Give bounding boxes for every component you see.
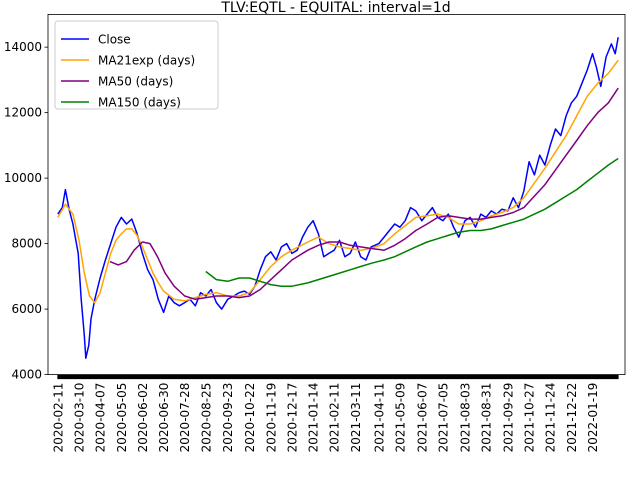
series-line-2	[109, 87, 619, 301]
series-line-0	[57, 37, 619, 359]
x-tick-label: 2020-06-30	[157, 383, 171, 453]
legend: Close MA21exp (days) MA50 (days) MA150 (day…	[54, 20, 219, 110]
y-axis: 4000 6000 8000 10000 12000 14000	[4, 40, 48, 382]
plot-lines	[57, 37, 619, 359]
y-tick-label: 4000	[11, 368, 42, 382]
x-tick-label: 2021-08-31	[480, 383, 494, 453]
x-tick-label: 2020-03-10	[73, 383, 87, 453]
x-tick-label: 2021-01-14	[307, 383, 321, 453]
x-tick-label: 2020-07-28	[178, 383, 192, 453]
x-tick-label: 2020-06-02	[136, 383, 150, 453]
legend-label-0: Close	[98, 33, 131, 47]
y-tick-label: 14000	[4, 40, 42, 54]
x-tick-label: 2022-01-19	[586, 383, 600, 453]
y-tick-label: 8000	[11, 237, 42, 251]
legend-label-3: MA150 (days)	[98, 96, 181, 110]
x-tick-label: 2021-08-03	[458, 383, 472, 453]
y-tick-label: 6000	[11, 302, 42, 316]
x-tick-label: 2021-06-07	[415, 383, 429, 453]
x-tick-label: 2020-08-25	[199, 383, 213, 453]
x-minor-ticks	[57, 374, 619, 380]
y-tick-label: 12000	[4, 106, 42, 120]
y-tick-label: 10000	[4, 171, 42, 185]
x-tick-label: 2021-04-11	[372, 383, 386, 453]
series-line-3	[205, 157, 619, 287]
x-tick-label: 2021-03-11	[349, 383, 363, 453]
legend-label-2: MA50 (days)	[98, 75, 173, 89]
x-tick-label: 2021-10-27	[523, 383, 537, 453]
x-tick-label: 2020-04-07	[94, 383, 108, 453]
x-tick-label: 2021-07-05	[437, 383, 451, 453]
x-tick-label: 2021-09-29	[501, 383, 515, 453]
x-tick-label: 2020-10-22	[243, 383, 257, 453]
chart-title: TLV:EQTL - EQUITAL: interval=1d	[220, 0, 450, 16]
x-tick-label: 2020-12-17	[285, 383, 299, 453]
legend-label-1: MA21exp (days)	[98, 54, 195, 68]
x-axis: 2020-02-11 2020-03-10 2020-04-07 2020-05-05…	[51, 374, 619, 453]
x-tick-label: 2021-05-09	[393, 383, 407, 453]
x-tick-label: 2021-11-24	[544, 383, 558, 453]
legend-box	[54, 20, 219, 110]
x-tick-label: 2020-11-19	[264, 383, 278, 453]
series-line-1	[57, 59, 619, 304]
x-tick-label: 2021-02-11	[328, 383, 342, 453]
x-tick-label: 2021-12-22	[565, 383, 579, 453]
x-tick-label: 2020-02-11	[51, 383, 65, 453]
x-tick-label: 2020-09-23	[221, 383, 235, 453]
x-tick-label: 2020-05-05	[115, 383, 129, 453]
